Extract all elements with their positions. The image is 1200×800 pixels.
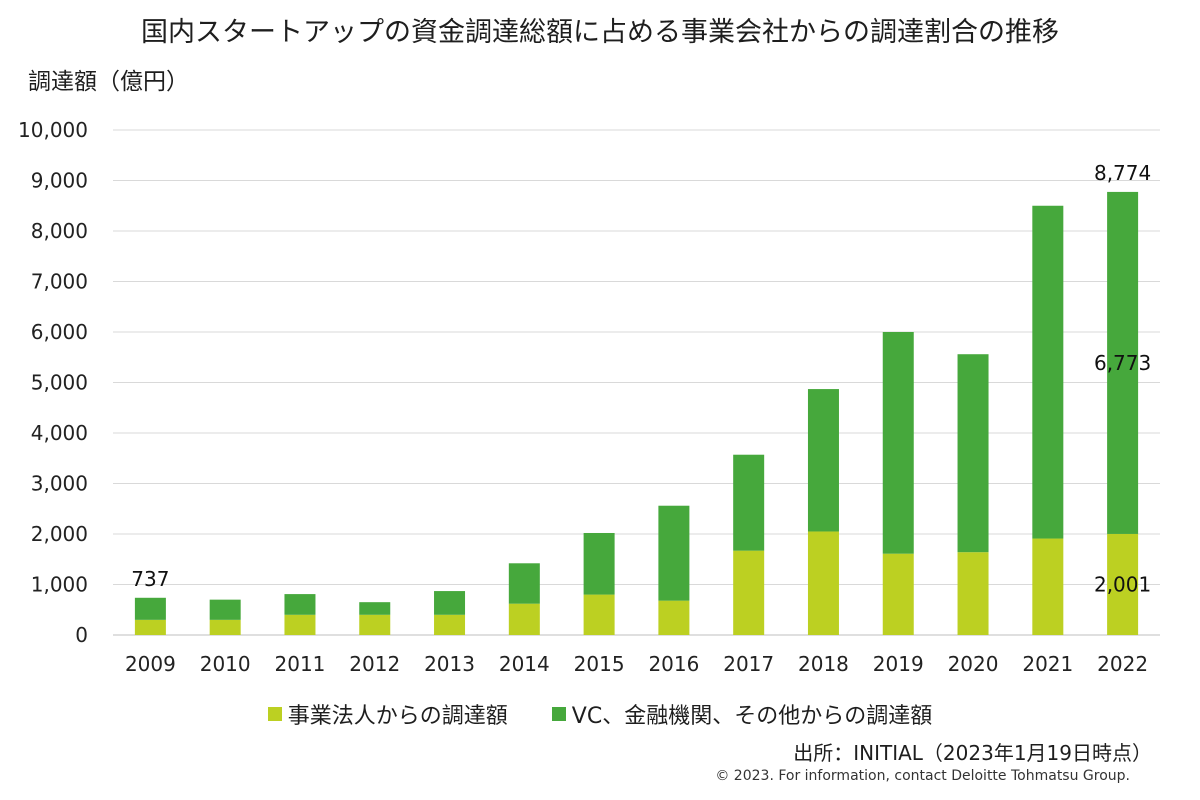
chart-title: 国内スタートアップの資金調達総額に占める事業会社からの調達割合の推移 (141, 17, 1059, 48)
y-tick-label: 8,000 (31, 219, 88, 243)
y-tick-label: 9,000 (31, 169, 88, 193)
copyright-note: © 2023. For information, contact Deloitt… (715, 768, 1130, 784)
bar-vc-other (134, 597, 166, 620)
legend-item-corporate: 事業法人からの調達額 (267, 698, 508, 730)
bar-corporate (434, 614, 466, 635)
legend-label-vc-other: VC、金融機関、その他からの調達額 (571, 704, 933, 729)
bar-vc-other (733, 454, 765, 551)
x-tick-label: 2011 (275, 652, 326, 676)
y-tick-label: 0 (75, 623, 88, 647)
legend-swatch-vc-other (551, 707, 566, 721)
x-tick-label: 2015 (574, 652, 625, 676)
x-tick-label: 2012 (349, 652, 400, 676)
y-tick-label: 1,000 (31, 573, 88, 597)
y-tick-label: 5,000 (31, 371, 88, 395)
x-tick-label: 2017 (723, 652, 774, 676)
bar-vc-other (508, 563, 540, 604)
bar-corporate (508, 603, 540, 635)
source-note: 出所：INITIAL（2023年1月19日時点） (793, 741, 1152, 765)
bar-vc-other (1032, 205, 1064, 539)
bar-corporate (209, 619, 241, 635)
legend: 事業法人からの調達額 VC、金融機関、その他からの調達額 (0, 698, 1200, 730)
bar-corporate (1107, 533, 1139, 635)
y-axis-unit-label: 調達額（億円） (28, 69, 189, 95)
x-tick-label: 2013 (424, 652, 475, 676)
legend-swatch-corporate (267, 707, 282, 721)
x-tick-label: 2016 (648, 652, 699, 676)
x-tick-label: 2009 (125, 652, 176, 676)
data-label: 2,001 (1094, 572, 1151, 596)
bar-corporate (733, 550, 765, 635)
bar-vc-other (434, 591, 466, 615)
bar-corporate (957, 552, 989, 635)
y-tick-label: 6,000 (31, 320, 88, 344)
x-tick-label: 2021 (1022, 652, 1073, 676)
bar-vc-other (359, 602, 391, 615)
y-tick-label: 7,000 (31, 270, 88, 294)
stacked-bar-chart: 0 1,000 2,000 3,000 4,000 5,000 6,000 7,000 8,00… (18, 118, 1160, 676)
x-tick-label: 2022 (1097, 652, 1148, 676)
bar-corporate (583, 594, 615, 635)
y-tick-label: 2,000 (31, 522, 88, 546)
bar-corporate (134, 619, 166, 635)
data-label: 6,773 (1094, 351, 1151, 375)
x-tick-label: 2018 (798, 652, 849, 676)
bar-corporate (658, 600, 690, 635)
bar-corporate (359, 614, 391, 635)
bar-corporate (1032, 538, 1064, 635)
y-tick-label: 4,000 (31, 421, 88, 445)
bar-corporate (882, 553, 914, 635)
bar-vc-other (882, 332, 914, 554)
data-label: 8,774 (1094, 161, 1151, 185)
bar-corporate (284, 614, 316, 635)
y-tick-label: 10,000 (18, 118, 88, 142)
y-tick-label: 3,000 (31, 472, 88, 496)
bar-corporate (807, 531, 839, 635)
bar-vc-other (1107, 191, 1139, 534)
bar-vc-other (957, 354, 989, 553)
data-label: 737 (131, 567, 169, 591)
bar-vc-other (583, 532, 615, 595)
bar-vc-other (209, 599, 241, 620)
x-tick-label: 2010 (200, 652, 251, 676)
legend-label-corporate: 事業法人からの調達額 (287, 704, 508, 729)
bar-vc-other (658, 505, 690, 601)
bar-vc-other (284, 594, 316, 615)
legend-item-vc-other: VC、金融機関、その他からの調達額 (551, 698, 933, 730)
x-tick-label: 2014 (499, 652, 550, 676)
x-tick-label: 2020 (948, 652, 999, 676)
x-tick-label: 2019 (873, 652, 924, 676)
bar-vc-other (807, 389, 839, 532)
